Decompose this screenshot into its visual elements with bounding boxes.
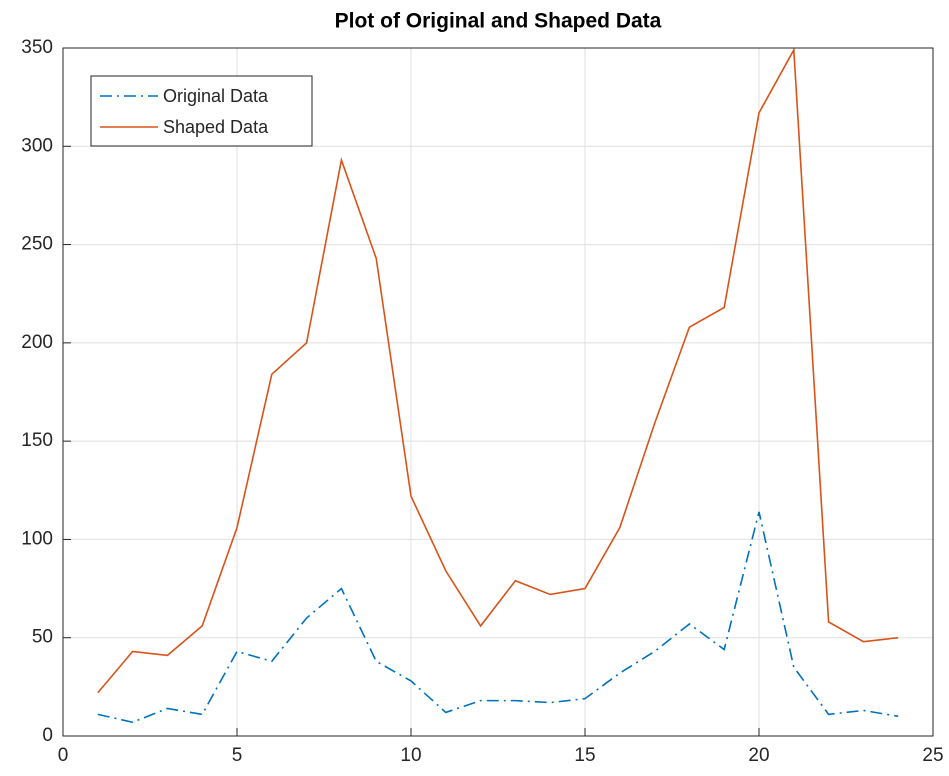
y-tick-label: 50 [32,627,53,648]
x-tick-label: 0 [58,745,69,766]
series-line [97,511,899,724]
legend-label: Shaped Data [163,117,269,137]
y-tick-label: 0 [42,725,53,746]
axes-box [62,47,934,737]
y-tick-label: 300 [21,135,53,156]
y-tick-label: 200 [21,332,53,353]
legend-box [90,75,313,147]
x-tick-label: 10 [400,745,421,766]
legend: Original Data Shaped Data [90,75,313,147]
chart-title: Plot of Original and Shaped Data [335,10,662,33]
legend-label: Original Data [163,86,269,106]
y-tick-label: 150 [21,430,53,451]
x-tick-label: 5 [232,745,243,766]
x-tick-label: 20 [748,745,769,766]
x-tick-label: 15 [574,745,595,766]
y-tick-label: 350 [21,37,53,58]
y-tick-label: 100 [21,528,53,549]
series-line [97,47,899,694]
y-tick-label: 250 [21,234,53,255]
plot-lines [97,47,899,724]
x-tick-label: 25 [922,745,943,766]
